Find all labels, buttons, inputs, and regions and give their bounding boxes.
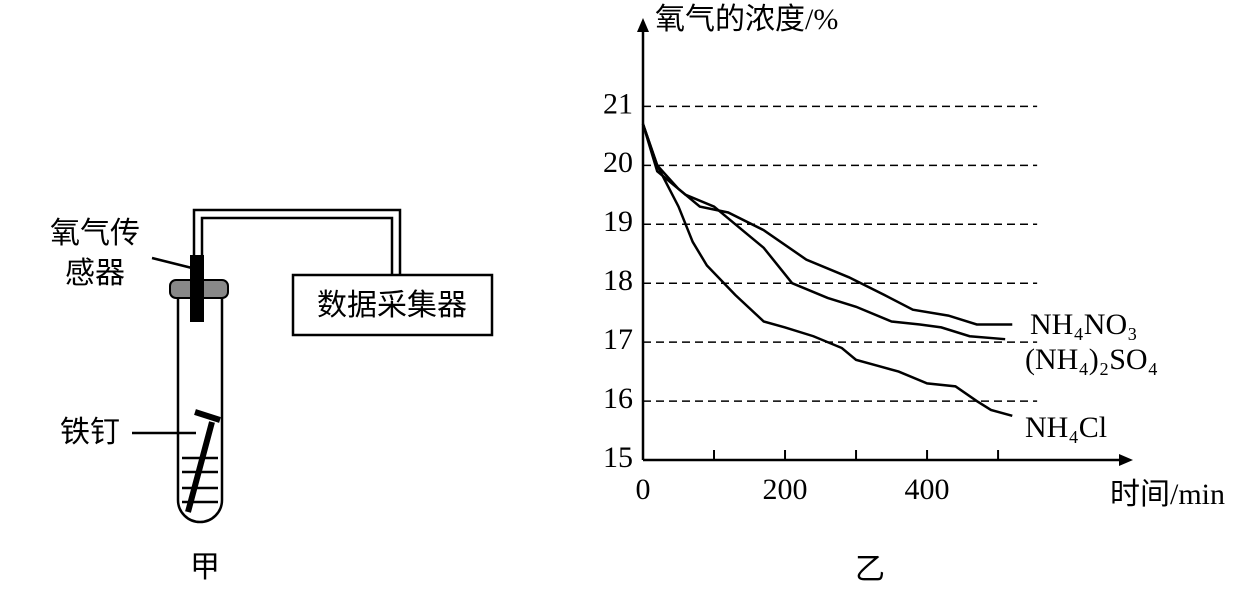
pointer [132, 256, 196, 435]
x-axis-label: 时间/min [1110, 478, 1225, 511]
y-tick-label: 19 [603, 205, 633, 238]
nail-label: 铁钉 [60, 416, 120, 449]
x-tick-label: 200 [763, 473, 808, 506]
y-tick-label: 15 [603, 441, 633, 474]
y-arrow [637, 18, 649, 32]
series-label: NH₄Cl [1025, 411, 1107, 444]
series-label: NH₄NO₃ [1030, 308, 1138, 341]
sensor-label: 氧气传 [50, 217, 140, 250]
x-tick-label: 0 [636, 473, 651, 506]
collector-box [291, 273, 494, 337]
cable [192, 208, 402, 275]
line [641, 123, 1006, 341]
x-arrow [1119, 454, 1133, 466]
y-tick-label: 16 [603, 382, 633, 415]
y-axis-label: 氧气的浓度/% [655, 3, 838, 36]
collector-label: 数据采集器 [317, 289, 467, 322]
y-tick-label: 20 [603, 146, 633, 179]
nail [185, 421, 215, 513]
y-tick-label: 18 [603, 264, 633, 297]
caption: 甲 [190, 551, 220, 584]
y-tick-label: 21 [603, 87, 633, 120]
x-tick-label: 400 [905, 473, 950, 506]
test-tube [176, 295, 224, 524]
nail-head [194, 409, 221, 423]
caption: 乙 [855, 553, 885, 586]
sensor-label: 感器 [65, 257, 125, 290]
line [641, 123, 1013, 418]
apparatus: 氧气传 感器 数据采集器 铁钉 甲 [50, 208, 494, 584]
series-label: (NH₄)₂SO₄ [1025, 343, 1158, 376]
sensor [190, 255, 204, 322]
y-tick-label: 17 [603, 323, 633, 356]
